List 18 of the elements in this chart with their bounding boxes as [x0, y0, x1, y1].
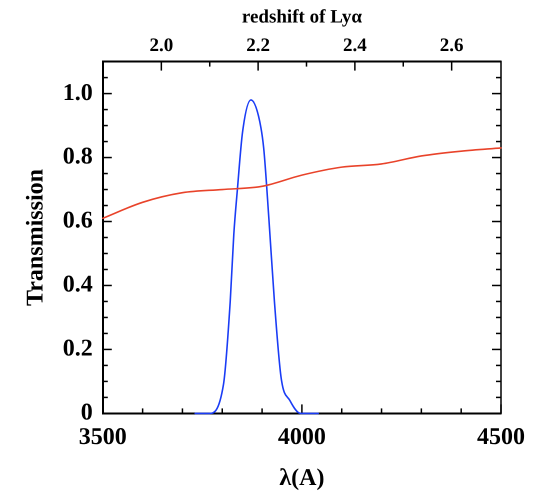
x-tick-label: 3500 — [78, 424, 127, 450]
line-series — [194, 99, 320, 414]
y-tick-label: 0 — [80, 400, 93, 426]
x2-tick-label: 2.0 — [149, 35, 174, 56]
line-series — [102, 147, 502, 220]
y-tick-label: 0.8 — [62, 144, 93, 170]
y-tick-label: 0.4 — [62, 272, 93, 298]
x-tick-label: 4500 — [477, 424, 525, 450]
y-tick-label: 0.6 — [62, 208, 93, 234]
x2-tick-label: 2.2 — [246, 35, 270, 56]
x2-tick-label: 2.4 — [343, 35, 368, 56]
y-tick-label: 0.2 — [62, 336, 93, 362]
x-axis-title: λ(A) — [279, 464, 324, 491]
x-tick-label: 4000 — [278, 424, 326, 450]
y-tick-label: 1.0 — [62, 80, 93, 106]
x2-tick-label: 2.6 — [440, 35, 464, 56]
y-axis-title: Transmission — [22, 169, 49, 306]
x2-axis-title: redshift of Lyα — [242, 6, 362, 28]
